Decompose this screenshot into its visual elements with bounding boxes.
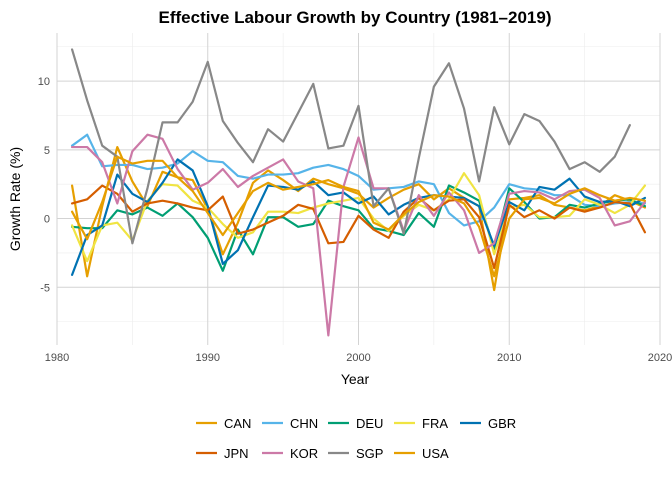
legend-label: DEU [356,416,383,431]
legend-item-fra: FRA [394,416,448,431]
legend-label: CAN [224,416,251,431]
legend-label: KOR [290,446,318,461]
x-tick-label: 2020 [648,352,672,364]
legend-item-jpn: JPN [196,446,249,461]
legend-label: FRA [422,416,448,431]
chart-title: Effective Labour Growth by Country (1981… [159,8,552,27]
legend-label: SGP [356,446,383,461]
legend-label: CHN [290,416,318,431]
y-tick-label: 5 [44,145,50,157]
y-axis-ticks: -5 0 5 10 [38,76,50,294]
legend-item-sgp: SGP [328,446,383,461]
x-tick-label: 1990 [196,352,220,364]
legend: CAN CHN DEU FRA GBR JPN KOR SGP USA [196,416,516,461]
legend-item-chn: CHN [262,416,318,431]
series-line-sgp [70,48,631,245]
x-tick-label: 1980 [45,352,69,364]
legend-label: JPN [224,446,249,461]
legend-item-kor: KOR [262,446,318,461]
y-axis-title: Growth Rate (%) [7,147,23,251]
x-tick-label: 2010 [497,352,521,364]
legend-item-usa: USA [394,446,449,461]
legend-label: USA [422,446,449,461]
y-tick-label: 0 [44,214,50,226]
legend-item-deu: DEU [328,416,383,431]
x-axis-title: Year [341,371,370,387]
series-line-gbr [70,158,647,276]
series-line-usa [70,155,647,278]
series-line-jpn [70,184,647,270]
x-tick-label: 2000 [346,352,370,364]
series-lines [70,48,647,337]
legend-label: GBR [488,416,516,431]
y-tick-label: -5 [40,282,50,294]
y-tick-label: 10 [38,76,50,88]
x-axis-ticks: 1980 1990 2000 2010 2020 [45,352,672,364]
legend-item-gbr: GBR [460,416,516,431]
series-line-fra [70,172,647,263]
series-line-kor [70,133,647,337]
legend-item-can: CAN [196,416,251,431]
